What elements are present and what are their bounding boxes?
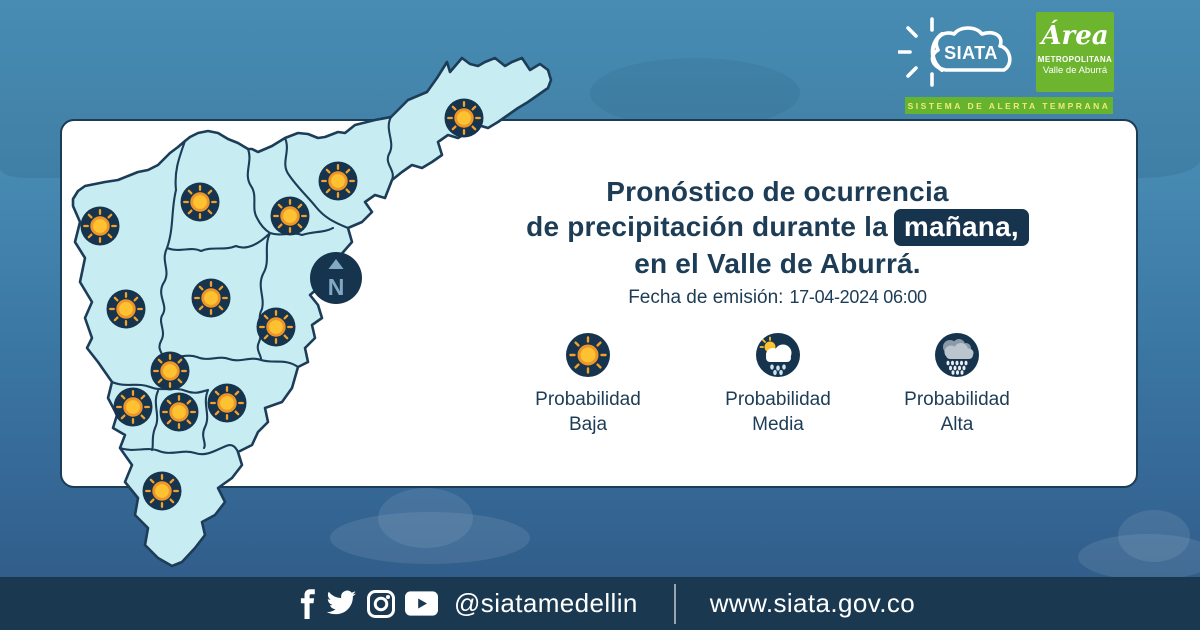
social-handle[interactable]: @siatamedellin [454,588,638,618]
title-line-1: Pronóstico de ocurrencia [606,176,949,207]
forecast-marker-baja-sun-icon [159,392,199,432]
sun-cloud-rain-icon [756,333,800,377]
social-icons [300,588,438,619]
youtube-icon[interactable] [405,591,438,616]
forecast-markers-layer [80,98,484,511]
forecast-marker-baja-sun-icon [256,307,296,347]
forecast-marker-baja-sun-icon [142,471,182,511]
title-line-3: en el Valle de Aburrá. [634,248,921,279]
legend-label-baja: Probabilidad Baja [498,387,678,437]
siata-tagline-bar: SISTEMA DE ALERTA TEMPRANA [905,97,1113,114]
emission-date-label: Fecha de emisión: [628,287,784,308]
siata-logo-text: SIATA [944,43,998,63]
cloud-shape [378,488,473,548]
forecast-marker-baja-sun-icon [444,98,484,138]
twitter-icon[interactable] [325,590,357,617]
legend-label-media: Probabilidad Media [688,387,868,437]
legend-item-alta: Probabilidad Alta [867,331,1047,437]
amva-logo: Área METROPOLITANA Valle de Aburrá [1036,12,1114,92]
rain-cloud-icon [935,333,979,377]
forecast-marker-baja-sun-icon [270,196,310,236]
forecast-text-block: Pronóstico de ocurrencia de precipitació… [450,174,1105,309]
forecast-marker-baja-sun-icon [113,387,153,427]
forecast-marker-baja-sun-icon [191,278,231,318]
cloud-shape [1078,534,1200,580]
cloud-shape [590,58,800,128]
siata-logo: SIATA [898,17,1012,87]
legend-item-baja: Probabilidad Baja [498,331,678,437]
website-url[interactable]: www.siata.gov.co [709,588,916,618]
instagram-icon[interactable] [366,589,396,619]
forecast-marker-baja-sun-icon [106,289,146,329]
north-compass: N [310,252,362,304]
municipality-borders [110,115,394,456]
legend-text: Probabilidad [904,389,1010,410]
legend-text: Probabilidad [725,389,831,410]
title-line-2: de precipitación durante la mañana, [450,209,1105,246]
forecast-marker-baja-sun-icon [150,351,190,391]
highlight-badge: mañana, [893,209,1029,246]
amva-logo-line3: Valle de Aburrá [1042,65,1108,76]
footer-bar: @siatamedellin www.siata.gov.co [0,577,1200,630]
legend-text: Media [752,414,804,435]
title-line-2-text: de precipitación durante la [526,211,888,242]
emission-date-row: Fecha de emisión: 17-04-2024 06:00 [450,287,1105,309]
forecast-marker-baja-sun-icon [207,383,247,423]
amva-logo-script: Área [1041,21,1109,51]
cloud-shape [330,512,530,564]
forecast-marker-baja-sun-icon [180,182,220,222]
cloud-shape [1118,510,1190,562]
facebook-icon[interactable] [300,588,316,619]
legend-item-media: Probabilidad Media [688,331,868,437]
aburra-valley-map: N [71,56,553,568]
legend-label-alta: Probabilidad Alta [867,387,1047,437]
sun-icon [566,333,610,377]
legend-text: Probabilidad [535,389,641,410]
forecast-marker-baja-sun-icon [318,161,358,201]
forecast-marker-baja-sun-icon [80,206,120,246]
footer-divider [673,583,676,624]
emission-date-value: 17-04-2024 06:00 [789,287,927,307]
amva-logo-line2: METROPOLITANA [1037,55,1113,64]
legend-text: Baja [568,414,608,435]
legend-text: Alta [940,414,974,435]
compass-label: N [328,274,345,300]
